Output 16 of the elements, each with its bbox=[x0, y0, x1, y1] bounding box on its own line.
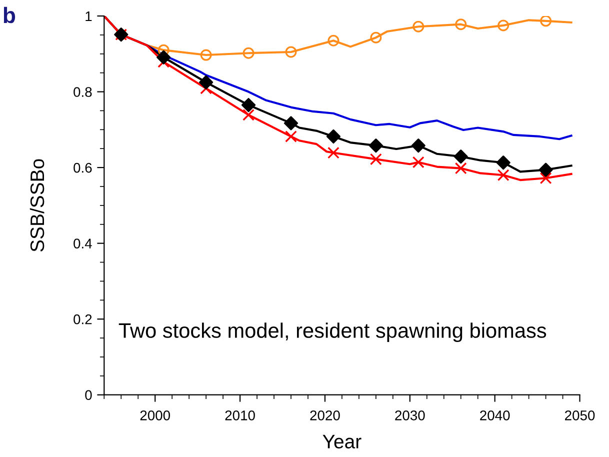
y-tick-label: 0.6 bbox=[74, 162, 92, 173]
x-tick-label: 2010 bbox=[225, 410, 255, 420]
y-axis-title: SSB/SSBo bbox=[30, 159, 44, 252]
y-tick-label: 0.4 bbox=[74, 238, 92, 248]
x-tick-label: 2000 bbox=[140, 410, 170, 420]
y-tick-label: 0 bbox=[85, 390, 92, 400]
x-tick-label: 2020 bbox=[310, 410, 340, 420]
x-tick-label: 2040 bbox=[480, 410, 510, 420]
y-tick-label: 0.2 bbox=[74, 314, 92, 324]
annotation: Two stocks model, resident spawning biomass bbox=[118, 322, 546, 342]
y-tick-label: 1 bbox=[86, 11, 92, 22]
x-axis-title: Year bbox=[322, 434, 362, 448]
y-tick-label: 0.8 bbox=[74, 87, 92, 97]
x-tick-label: 2030 bbox=[395, 410, 425, 420]
text: b bbox=[4, 6, 16, 24]
x-tick-label: 2050 bbox=[565, 410, 595, 420]
